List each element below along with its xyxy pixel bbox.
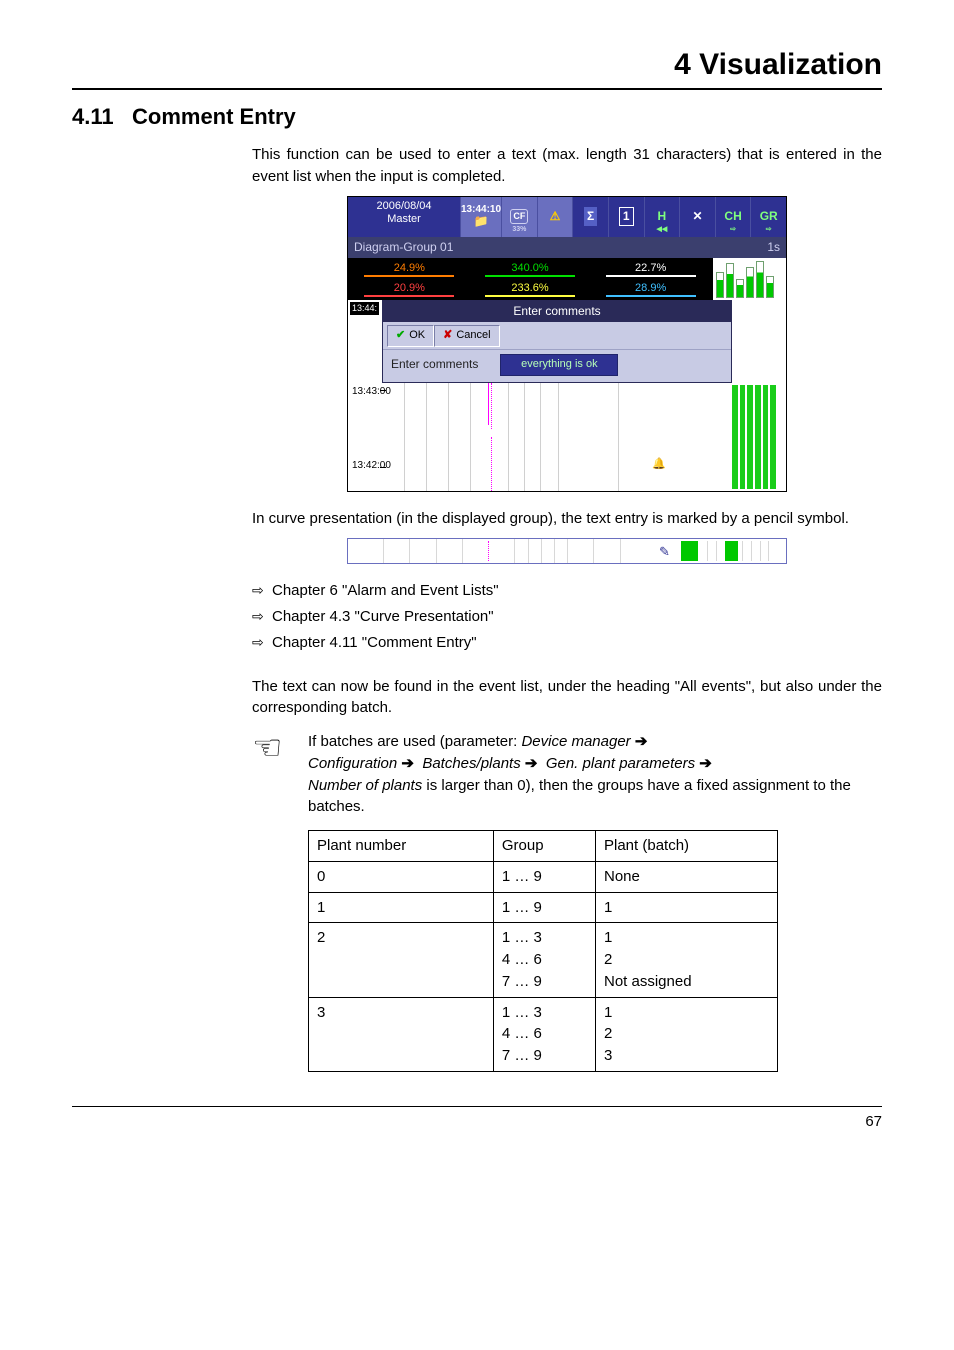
table-cell: 0 — [309, 861, 494, 892]
mid-paragraph: In curve presentation (in the displayed … — [252, 508, 882, 530]
table-header-row: Plant number Group Plant (batch) — [309, 831, 778, 862]
table-cell: 1 … 34 … 67 … 9 — [493, 923, 595, 997]
section-number: 4.11 — [72, 104, 132, 130]
titlebar-time-cell: 13:44:10 📁 — [460, 197, 501, 237]
bell-icon: 🔔 — [652, 457, 666, 473]
titlebar-date: 2006/08/04 — [353, 200, 455, 214]
intro-paragraph: This function can be used to enter a tex… — [252, 144, 882, 188]
cross-ref-links: ⇨Chapter 6 "Alarm and Event Lists" ⇨Chapt… — [252, 580, 882, 653]
table-cell: 123 — [596, 997, 778, 1071]
table-header: Plant number — [309, 831, 494, 862]
note-text: If batches are used (parameter: Device m… — [308, 731, 882, 818]
dialog-side-time: 13:44: — [350, 302, 379, 315]
footer-divider — [72, 1106, 882, 1107]
titlebar-left: 2006/08/04 Master — [348, 197, 460, 237]
titlebar-master: Master — [353, 213, 455, 227]
channel-values-grid: 24.9%340.0%22.7% 20.9%233.6%28.9% — [348, 258, 712, 300]
toolbar-gr-icon: GR ⇨ — [750, 197, 786, 237]
dialog-title: Enter comments — [383, 301, 731, 322]
chapter-divider — [72, 88, 882, 90]
dialog-label: Enter comments — [391, 356, 478, 373]
after-links-paragraph: The text can now be found in the event l… — [252, 676, 882, 720]
device-screenshot: 2006/08/04 Master 13:44:10 📁 CF 33% — [347, 196, 787, 493]
pencil-icon: ✎ — [659, 543, 670, 562]
curve-strip: ✎ — [347, 538, 787, 564]
batches-table: Plant number Group Plant (batch) 01 … 9N… — [308, 830, 778, 1072]
channel-value: 340.0% — [471, 260, 590, 278]
trend-plot: 13:43:00 13:42:00 🔔 — [348, 383, 786, 491]
table-row: 31 … 34 … 67 … 9123 — [309, 997, 778, 1071]
barcode-strip — [712, 258, 786, 300]
toolbar-alarm-icon: ⚠ — [537, 197, 573, 237]
table-cell: 1 … 9 — [493, 892, 595, 923]
table-cell: 1 — [309, 892, 494, 923]
dialog-wrap: 13:44: Enter comments ✔OK ✘Cancel Enter … — [348, 300, 786, 383]
toolbar-page-icon: 1 — [608, 197, 644, 237]
toolbar-sigma-icon: Σ — [572, 197, 608, 237]
toolbar-cf-icon: CF 33% — [501, 197, 537, 237]
table-header: Group — [493, 831, 595, 862]
page-number: 67 — [72, 1113, 882, 1130]
section-heading: 4.11 Comment Entry — [72, 104, 882, 130]
group-name: Diagram-Group 01 — [354, 239, 453, 256]
table-cell: 3 — [309, 997, 494, 1071]
cross-ref-link: ⇨Chapter 4.11 "Comment Entry" — [252, 632, 882, 654]
plot-ts-2: 13:42:00 — [352, 459, 391, 474]
channel-row: 24.9%340.0%22.7% 20.9%233.6%28.9% — [348, 258, 786, 300]
comment-dialog: Enter comments ✔OK ✘Cancel Enter comment… — [382, 300, 732, 383]
table-cell: 2 — [309, 923, 494, 997]
note-block: ☜ If batches are used (parameter: Device… — [252, 731, 882, 818]
titlebar-icons: 13:44:10 📁 CF 33% ⚠ Σ 1 H ◀◀ — [460, 197, 786, 237]
channel-value: 233.6% — [471, 280, 590, 298]
table-header: Plant (batch) — [596, 831, 778, 862]
table-cell: None — [596, 861, 778, 892]
group-bar: Diagram-Group 01 1s — [348, 237, 786, 258]
channel-value: 24.9% — [350, 260, 469, 278]
table-cell: 1 … 34 … 67 … 9 — [493, 997, 595, 1071]
group-rate: 1s — [767, 239, 780, 256]
dialog-input[interactable]: everything is ok — [500, 354, 618, 376]
cross-ref-link: ⇨Chapter 6 "Alarm and Event Lists" — [252, 580, 882, 602]
table-cell: 12Not assigned — [596, 923, 778, 997]
cross-ref-link: ⇨Chapter 4.3 "Curve Presentation" — [252, 606, 882, 628]
table-row: 11 … 91 — [309, 892, 778, 923]
ok-button[interactable]: ✔OK — [387, 325, 434, 347]
toolbar-ch-icon: CH ⇨ — [715, 197, 751, 237]
channel-value: 20.9% — [350, 280, 469, 298]
hand-pointer-icon: ☜ — [252, 731, 308, 818]
toolbar-h-icon: H ◀◀ — [644, 197, 680, 237]
table-cell: 1 … 9 — [493, 861, 595, 892]
cancel-button[interactable]: ✘Cancel — [434, 325, 499, 347]
channel-value: 28.9% — [591, 280, 710, 298]
plot-ts-1: 13:43:00 — [352, 385, 391, 400]
toolbar-tools-icon: ✕ — [679, 197, 715, 237]
chapter-title: 4 Visualization — [72, 48, 882, 82]
table-row: 01 … 9None — [309, 861, 778, 892]
table-cell: 1 — [596, 892, 778, 923]
channel-value: 22.7% — [591, 260, 710, 278]
plot-green-bars — [732, 383, 776, 491]
table-row: 21 … 34 … 67 … 912Not assigned — [309, 923, 778, 997]
screenshot-titlebar: 2006/08/04 Master 13:44:10 📁 CF 33% — [348, 197, 786, 237]
section-title: Comment Entry — [132, 104, 296, 130]
